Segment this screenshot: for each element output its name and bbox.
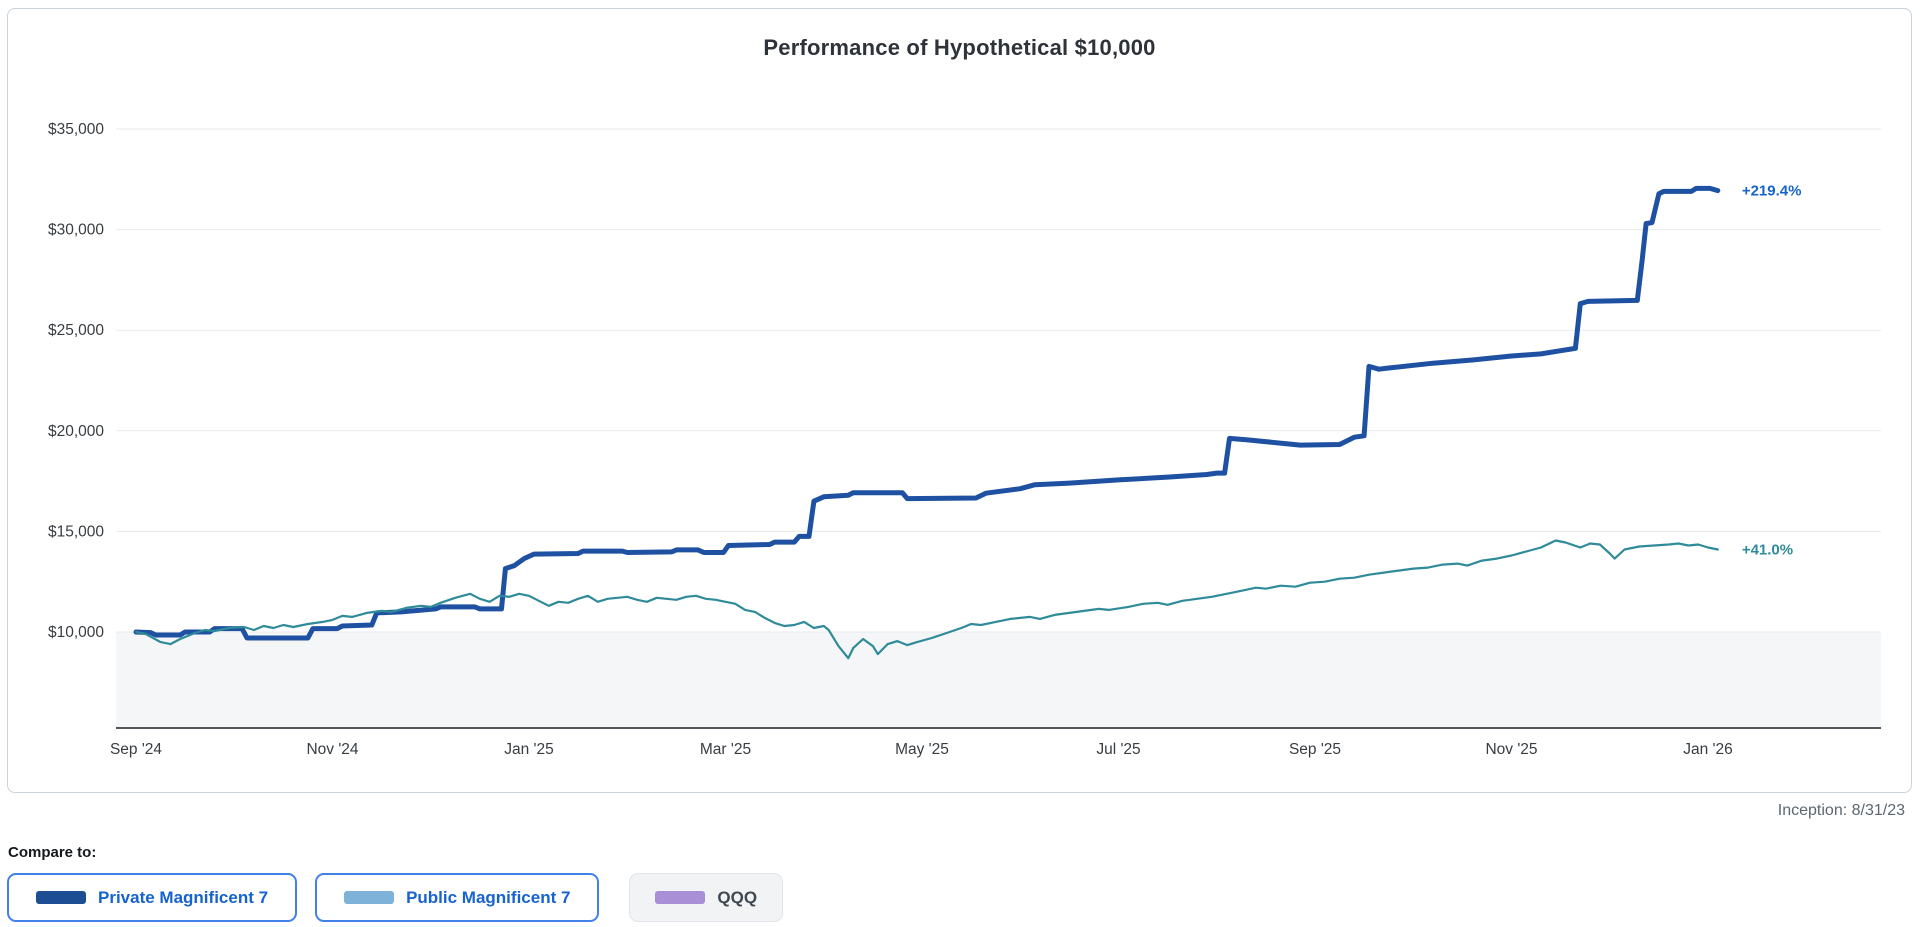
x-axis-tick-label: Sep '25 — [1289, 741, 1341, 758]
y-axis-tick-label: $15,000 — [48, 523, 104, 540]
x-axis-tick-label: Nov '24 — [306, 741, 358, 758]
x-axis-tick-label: Mar '25 — [700, 741, 751, 758]
x-axis-tick-label: Sep '24 — [110, 741, 162, 758]
compare-button-label: Public Magnificent 7 — [406, 888, 570, 908]
chart-title: Performance of Hypothetical $10,000 — [8, 35, 1911, 61]
x-axis-tick-label: Jan '25 — [504, 741, 554, 758]
x-axis-tick-label: Jul '25 — [1096, 741, 1140, 758]
compare-buttons-row: Private Magnificent 7 Public Magnificent… — [7, 873, 783, 922]
below-baseline-shading — [116, 632, 1881, 728]
compare-to-label: Compare to: — [8, 844, 96, 861]
inception-note: Inception: 8/31/23 — [1778, 802, 1905, 820]
compare-button-label: Private Magnificent 7 — [98, 888, 268, 908]
performance-line-chart: $35,000 $30,000 $25,000 $20,000 $15,000 $10,0… — [8, 9, 1911, 792]
compare-button-private-magnificent-7[interactable]: Private Magnificent 7 — [7, 873, 297, 922]
compare-button-public-magnificent-7[interactable]: Public Magnificent 7 — [315, 873, 599, 922]
series-return-annotation: +41.0% — [1742, 542, 1793, 559]
x-axis-tick-label: Nov '25 — [1485, 741, 1537, 758]
x-axis-tick-label: May '25 — [895, 741, 949, 758]
series-line-private-magnificent-7 — [136, 188, 1718, 638]
y-axis-tick-label: $25,000 — [48, 322, 104, 339]
compare-button-label: QQQ — [717, 888, 757, 908]
chart-card: $35,000 $30,000 $25,000 $20,000 $15,000 $10,0… — [7, 8, 1912, 793]
x-axis-tick-label: Jan '26 — [1683, 741, 1733, 758]
y-axis-tick-label: $20,000 — [48, 423, 104, 440]
qqq-swatch — [655, 891, 705, 904]
public-magnificent-7-swatch — [344, 891, 394, 904]
y-axis-tick-label: $10,000 — [48, 624, 104, 641]
y-axis-tick-label: $30,000 — [48, 222, 104, 239]
page: $35,000 $30,000 $25,000 $20,000 $15,000 $10,0… — [0, 0, 1920, 927]
y-axis-tick-label: $35,000 — [48, 121, 104, 138]
compare-button-qqq[interactable]: QQQ — [629, 873, 783, 922]
series-return-annotation: +219.4% — [1742, 183, 1802, 200]
private-magnificent-7-swatch — [36, 891, 86, 904]
